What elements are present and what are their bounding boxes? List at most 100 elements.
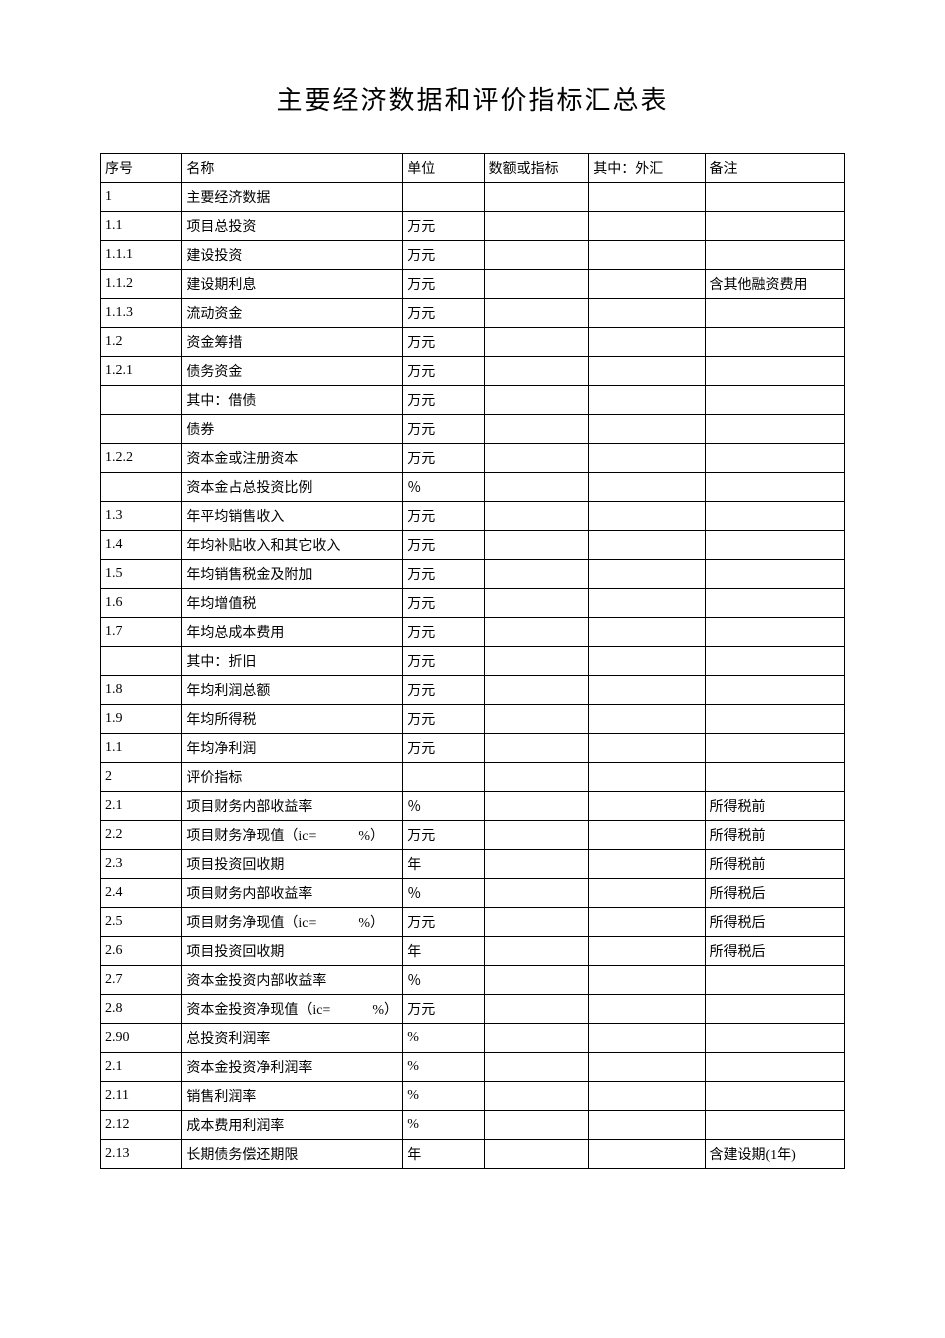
cell-name: 项目财务内部收益率 <box>182 879 403 908</box>
table-row: 债券万元 <box>101 415 845 444</box>
cell-note: 所得税前 <box>705 850 845 879</box>
cell-unit: 万元 <box>403 241 484 270</box>
table-header-row: 序号 名称 单位 数额或指标 其中：外汇 备注 <box>101 154 845 183</box>
table-row: 1.1年均净利润万元 <box>101 734 845 763</box>
table-row: 1.8年均利润总额万元 <box>101 676 845 705</box>
cell-fx <box>589 531 705 560</box>
cell-unit: 万元 <box>403 647 484 676</box>
table-row: 2.1项目财务内部收益率％所得税前 <box>101 792 845 821</box>
cell-amt <box>484 937 589 966</box>
cell-seq: 1.6 <box>101 589 182 618</box>
cell-name: 年均销售税金及附加 <box>182 560 403 589</box>
cell-seq: 2.1 <box>101 792 182 821</box>
cell-note <box>705 589 845 618</box>
cell-amt <box>484 270 589 299</box>
cell-name: 其中：折旧 <box>182 647 403 676</box>
cell-fx <box>589 444 705 473</box>
cell-note <box>705 183 845 212</box>
table-row: 1.1.2建设期利息万元含其他融资费用 <box>101 270 845 299</box>
cell-name: 资本金投资净利润率 <box>182 1053 403 1082</box>
cell-seq: 1.1.3 <box>101 299 182 328</box>
cell-amt <box>484 879 589 908</box>
cell-name: 资本金投资内部收益率 <box>182 966 403 995</box>
cell-seq: 2.7 <box>101 966 182 995</box>
cell-amt <box>484 328 589 357</box>
cell-unit: 万元 <box>403 908 484 937</box>
table-row: 1.2.2资本金或注册资本万元 <box>101 444 845 473</box>
cell-fx <box>589 1082 705 1111</box>
cell-fx <box>589 212 705 241</box>
table-row: 1.5年均销售税金及附加万元 <box>101 560 845 589</box>
cell-note <box>705 1024 845 1053</box>
cell-amt <box>484 1082 589 1111</box>
cell-fx <box>589 560 705 589</box>
cell-amt <box>484 183 589 212</box>
col-header-seq: 序号 <box>101 154 182 183</box>
cell-seq: 2.2 <box>101 821 182 850</box>
cell-seq <box>101 386 182 415</box>
cell-amt <box>484 850 589 879</box>
cell-note <box>705 386 845 415</box>
cell-fx <box>589 473 705 502</box>
cell-seq: 2.1 <box>101 1053 182 1082</box>
cell-amt <box>484 821 589 850</box>
table-row: 1.1项目总投资万元 <box>101 212 845 241</box>
cell-unit: 万元 <box>403 212 484 241</box>
cell-name: 债务资金 <box>182 357 403 386</box>
cell-fx <box>589 328 705 357</box>
cell-seq: 1.4 <box>101 531 182 560</box>
cell-unit: 万元 <box>403 386 484 415</box>
col-header-unit: 单位 <box>403 154 484 183</box>
cell-unit: 万元 <box>403 444 484 473</box>
cell-name: 资本金投资净现值（ic= %） <box>182 995 403 1024</box>
cell-name: 成本费用利润率 <box>182 1111 403 1140</box>
cell-amt <box>484 995 589 1024</box>
cell-note <box>705 502 845 531</box>
cell-unit: 万元 <box>403 299 484 328</box>
col-header-name: 名称 <box>182 154 403 183</box>
cell-name: 建设期利息 <box>182 270 403 299</box>
cell-unit: 万元 <box>403 676 484 705</box>
cell-amt <box>484 1140 589 1169</box>
cell-amt <box>484 212 589 241</box>
cell-name: 建设投资 <box>182 241 403 270</box>
cell-unit: % <box>403 1111 484 1140</box>
table-row: 2评价指标 <box>101 763 845 792</box>
cell-note <box>705 212 845 241</box>
cell-seq: 1.1.2 <box>101 270 182 299</box>
cell-unit: 万元 <box>403 357 484 386</box>
cell-unit: 万元 <box>403 589 484 618</box>
cell-fx <box>589 763 705 792</box>
cell-note <box>705 473 845 502</box>
table-row: 2.8资本金投资净现值（ic= %）万元 <box>101 995 845 1024</box>
cell-unit: ％ <box>403 966 484 995</box>
cell-amt <box>484 444 589 473</box>
cell-seq <box>101 415 182 444</box>
cell-unit: 万元 <box>403 995 484 1024</box>
cell-seq: 2.90 <box>101 1024 182 1053</box>
table-row: 2.3项目投资回收期年所得税前 <box>101 850 845 879</box>
cell-unit: 万元 <box>403 502 484 531</box>
cell-seq <box>101 473 182 502</box>
cell-seq: 1.8 <box>101 676 182 705</box>
cell-fx <box>589 792 705 821</box>
cell-note: 所得税后 <box>705 937 845 966</box>
cell-amt <box>484 1053 589 1082</box>
cell-seq: 1.2 <box>101 328 182 357</box>
cell-note <box>705 299 845 328</box>
cell-fx <box>589 995 705 1024</box>
table-row: 2.6项目投资回收期年所得税后 <box>101 937 845 966</box>
table-row: 1主要经济数据 <box>101 183 845 212</box>
table-row: 2.11销售利润率% <box>101 1082 845 1111</box>
table-row: 2.4项目财务内部收益率％所得税后 <box>101 879 845 908</box>
cell-name: 项目财务净现值（ic= %） <box>182 908 403 937</box>
cell-amt <box>484 502 589 531</box>
cell-note <box>705 357 845 386</box>
table-row: 2.2项目财务净现值（ic= %）万元所得税前 <box>101 821 845 850</box>
cell-note: 含其他融资费用 <box>705 270 845 299</box>
cell-name: 销售利润率 <box>182 1082 403 1111</box>
summary-table: 序号 名称 单位 数额或指标 其中：外汇 备注 1主要经济数据1.1项目总投资万… <box>100 153 845 1169</box>
cell-fx <box>589 821 705 850</box>
cell-seq: 1.1 <box>101 212 182 241</box>
cell-note <box>705 241 845 270</box>
